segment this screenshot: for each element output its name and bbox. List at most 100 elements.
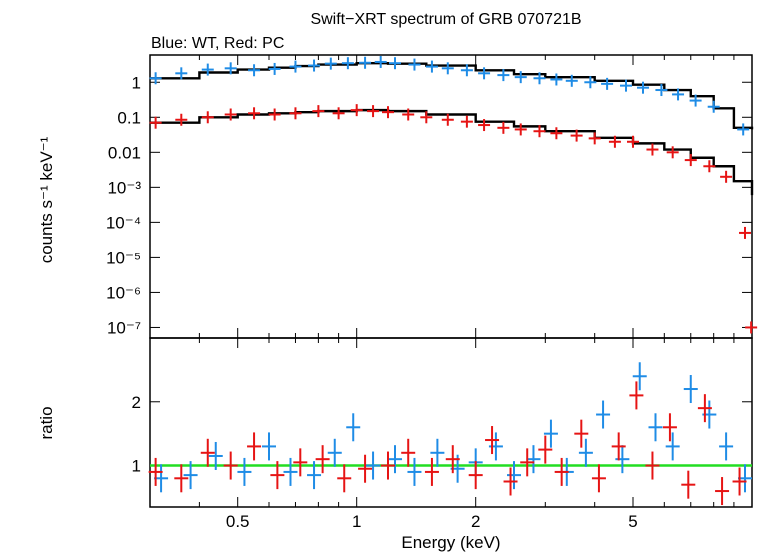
data-point bbox=[248, 64, 261, 77]
top-y-tick-label: 1 bbox=[132, 73, 141, 92]
data-point bbox=[533, 72, 546, 85]
data-point bbox=[268, 108, 281, 121]
ratio-point bbox=[261, 432, 276, 461]
top-panel: 1 0.1 0.01 10⁻³ 10⁻⁴ 10⁻⁵ 10⁻⁶ 10⁻⁷ counts s⁻¹ … bbox=[37, 54, 758, 339]
data-point bbox=[672, 88, 685, 101]
data-point bbox=[497, 69, 510, 82]
bottom-data-points bbox=[148, 362, 752, 506]
data-point bbox=[550, 73, 563, 86]
data-point bbox=[460, 115, 473, 128]
data-point bbox=[312, 105, 325, 118]
data-point bbox=[367, 105, 380, 118]
data-point bbox=[684, 154, 697, 167]
top-y-tick-label: 0.1 bbox=[117, 108, 141, 127]
ratio-point bbox=[223, 451, 238, 480]
ratio-point bbox=[183, 461, 198, 490]
top-y-axis-label: counts s⁻¹ keV⁻¹ bbox=[37, 136, 56, 263]
data-point bbox=[441, 113, 454, 126]
data-point bbox=[460, 64, 473, 77]
ratio-point bbox=[697, 394, 712, 423]
ratio-point bbox=[424, 457, 439, 486]
data-point bbox=[350, 104, 363, 117]
data-point bbox=[175, 67, 188, 80]
data-point bbox=[175, 113, 188, 126]
data-point bbox=[655, 84, 668, 97]
ratio-point bbox=[554, 457, 569, 486]
data-point bbox=[268, 62, 281, 75]
ratio-point bbox=[538, 435, 553, 464]
ratio-point bbox=[174, 464, 189, 493]
data-point bbox=[570, 129, 583, 142]
data-point bbox=[514, 71, 527, 84]
ratio-point bbox=[578, 438, 593, 467]
data-point bbox=[565, 74, 578, 87]
ratio-point bbox=[526, 445, 541, 474]
ratio-point bbox=[507, 461, 522, 490]
data-point bbox=[707, 100, 720, 113]
ratio-point bbox=[293, 448, 308, 477]
ratio-point bbox=[148, 457, 163, 486]
data-point bbox=[608, 135, 621, 148]
x-tick-label: 2 bbox=[471, 512, 480, 531]
ratio-point bbox=[645, 451, 660, 480]
top-y-tick-label: 10⁻⁷ bbox=[107, 318, 141, 337]
data-point bbox=[324, 57, 337, 70]
data-point bbox=[737, 123, 750, 136]
ratio-point bbox=[430, 438, 445, 467]
data-point bbox=[533, 125, 546, 138]
ratio-point bbox=[401, 438, 416, 467]
data-point bbox=[359, 56, 372, 69]
data-point bbox=[738, 226, 751, 239]
top-y-tick-label: 10⁻⁶ bbox=[106, 283, 141, 302]
ratio-point bbox=[681, 470, 696, 499]
ratio-point bbox=[732, 467, 747, 496]
ratio-point bbox=[520, 448, 535, 477]
chart-subtitle: Blue: WT, Red: PC bbox=[151, 35, 284, 52]
data-point bbox=[627, 135, 640, 148]
ratio-point bbox=[283, 457, 298, 486]
ratio-point bbox=[591, 464, 606, 493]
data-point bbox=[745, 321, 758, 334]
x-axis-label: Energy (keV) bbox=[401, 533, 500, 552]
data-point bbox=[425, 60, 438, 73]
bottom-y-tick-label: 1 bbox=[132, 457, 141, 476]
top-y-tick-label: 10⁻⁵ bbox=[106, 248, 141, 267]
ratio-point bbox=[468, 461, 483, 490]
ratio-point bbox=[715, 477, 730, 506]
data-point bbox=[224, 62, 237, 75]
data-point bbox=[550, 127, 563, 140]
data-point bbox=[601, 77, 614, 90]
bottom-y-tick-label: 2 bbox=[132, 393, 141, 412]
data-point bbox=[149, 116, 162, 129]
data-point bbox=[408, 58, 421, 71]
ratio-point bbox=[503, 467, 518, 496]
top-panel-frame bbox=[149, 54, 753, 339]
model-line bbox=[150, 108, 754, 196]
data-point bbox=[381, 106, 394, 119]
ratio-point bbox=[337, 464, 352, 493]
ratio-point bbox=[632, 362, 647, 391]
ratio-point bbox=[366, 451, 381, 480]
data-point bbox=[478, 119, 491, 132]
top-y-axis: 1 0.1 0.01 10⁻³ 10⁻⁴ 10⁻⁵ 10⁻⁶ 10⁻⁷ bbox=[106, 73, 752, 337]
data-point bbox=[720, 170, 733, 183]
ratio-point bbox=[665, 432, 680, 461]
bottom-x-axis: 0.5 1 2 5 bbox=[149, 338, 753, 531]
ratio-point bbox=[662, 413, 677, 442]
top-y-tick-label: 0.01 bbox=[108, 143, 141, 162]
ratio-point bbox=[388, 445, 403, 474]
chart-title: Swift−XRT spectrum of GRB 070721B bbox=[310, 11, 581, 28]
data-point bbox=[588, 132, 601, 145]
ratio-point bbox=[270, 461, 285, 490]
ratio-point bbox=[683, 375, 698, 404]
bottom-y-axis: 12 bbox=[132, 393, 752, 476]
data-point bbox=[374, 55, 387, 68]
data-point bbox=[308, 59, 321, 72]
data-point bbox=[201, 63, 214, 76]
x-tick-label: 0.5 bbox=[226, 512, 250, 531]
top-y-tick-label: 10⁻³ bbox=[107, 178, 141, 197]
data-point bbox=[201, 111, 214, 124]
data-point bbox=[514, 123, 527, 136]
data-point bbox=[689, 94, 702, 107]
model-line bbox=[150, 61, 754, 130]
